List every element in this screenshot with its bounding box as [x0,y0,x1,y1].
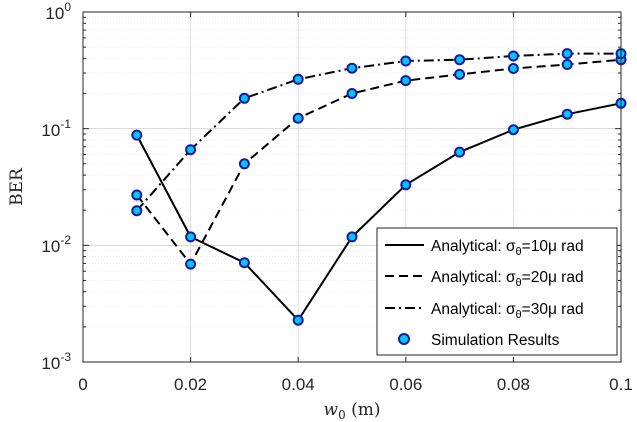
sim-point-s3-4 [292,73,304,85]
axis-ticks [82,12,622,363]
sim-point-s2-3 [238,158,250,170]
sim-point-s1-3 [238,257,250,269]
y-tick-label-2: 10-1 [41,117,71,140]
sim-point-s1-7 [454,146,466,158]
y-tick-label-1: 10-2 [41,233,71,256]
sim-point-s1-5 [346,231,358,243]
y-axis-label: BER [7,167,27,206]
legend-label-series-3: Analytical: σθ=30μ rad [431,301,584,321]
sim-point-s3-7 [454,54,466,66]
x-tick-label-2: 0.04 [282,375,315,394]
sim-point-s3-3 [238,92,250,104]
x-tick-label-0: 0 [78,375,87,394]
sim-point-s3-8 [507,50,519,62]
sim-point-s2-7 [454,68,466,80]
legend-marker-simulation [398,333,410,345]
sim-point-s1-8 [507,124,519,136]
sim-point-s2-9 [561,59,573,70]
series-lines [135,52,622,322]
sim-point-s2-1 [131,189,143,201]
sim-point-s2-6 [400,75,412,87]
simulation-markers [131,48,627,326]
x-axis-label: w0 (m) [324,400,381,422]
sim-point-s3-6 [400,55,412,67]
legend-label-simulation: Simulation Results [431,332,560,349]
y-tick-label-0: 10-3 [41,350,71,373]
legend: Analytical: σθ=10μ rad Analytical: σθ=20… [376,227,618,356]
sim-point-s3-9 [561,48,573,60]
plot-frame [82,11,622,363]
sim-point-s1-4 [292,314,304,326]
series-line-3 [136,52,621,212]
sim-point-s3-5 [346,62,358,74]
legend-box [376,227,618,356]
x-tick-label-5: 0.1 [609,375,633,394]
sim-point-s2-5 [346,88,358,99]
sim-point-s2-4 [292,112,304,124]
legend-label-series-1: Analytical: σθ=10μ rad [431,238,584,258]
y-tick-label-3: 100 [45,0,71,23]
x-tick-label-3: 0.06 [389,375,422,394]
x-tick-labels: 0 0.02 0.04 0.06 0.08 0.1 [78,375,633,394]
sim-point-s1-2 [185,231,197,243]
legend-label-series-2: Analytical: σθ=20μ rad [431,269,584,289]
series-line-2 [136,58,622,266]
sim-point-s3-2 [185,144,197,156]
x-tick-label-1: 0.02 [174,375,207,394]
series-line-1 [135,102,622,322]
y-tick-labels: 10-3 10-2 10-1 100 [41,0,71,373]
sim-point-s2-2 [185,258,197,270]
sim-point-s2-8 [507,63,519,74]
sim-point-s1-6 [400,179,412,191]
sim-point-s1-9 [561,108,573,120]
x-tick-label-4: 0.08 [497,375,530,394]
sim-point-s3-1 [131,205,143,217]
sim-point-s1-1 [131,129,143,141]
